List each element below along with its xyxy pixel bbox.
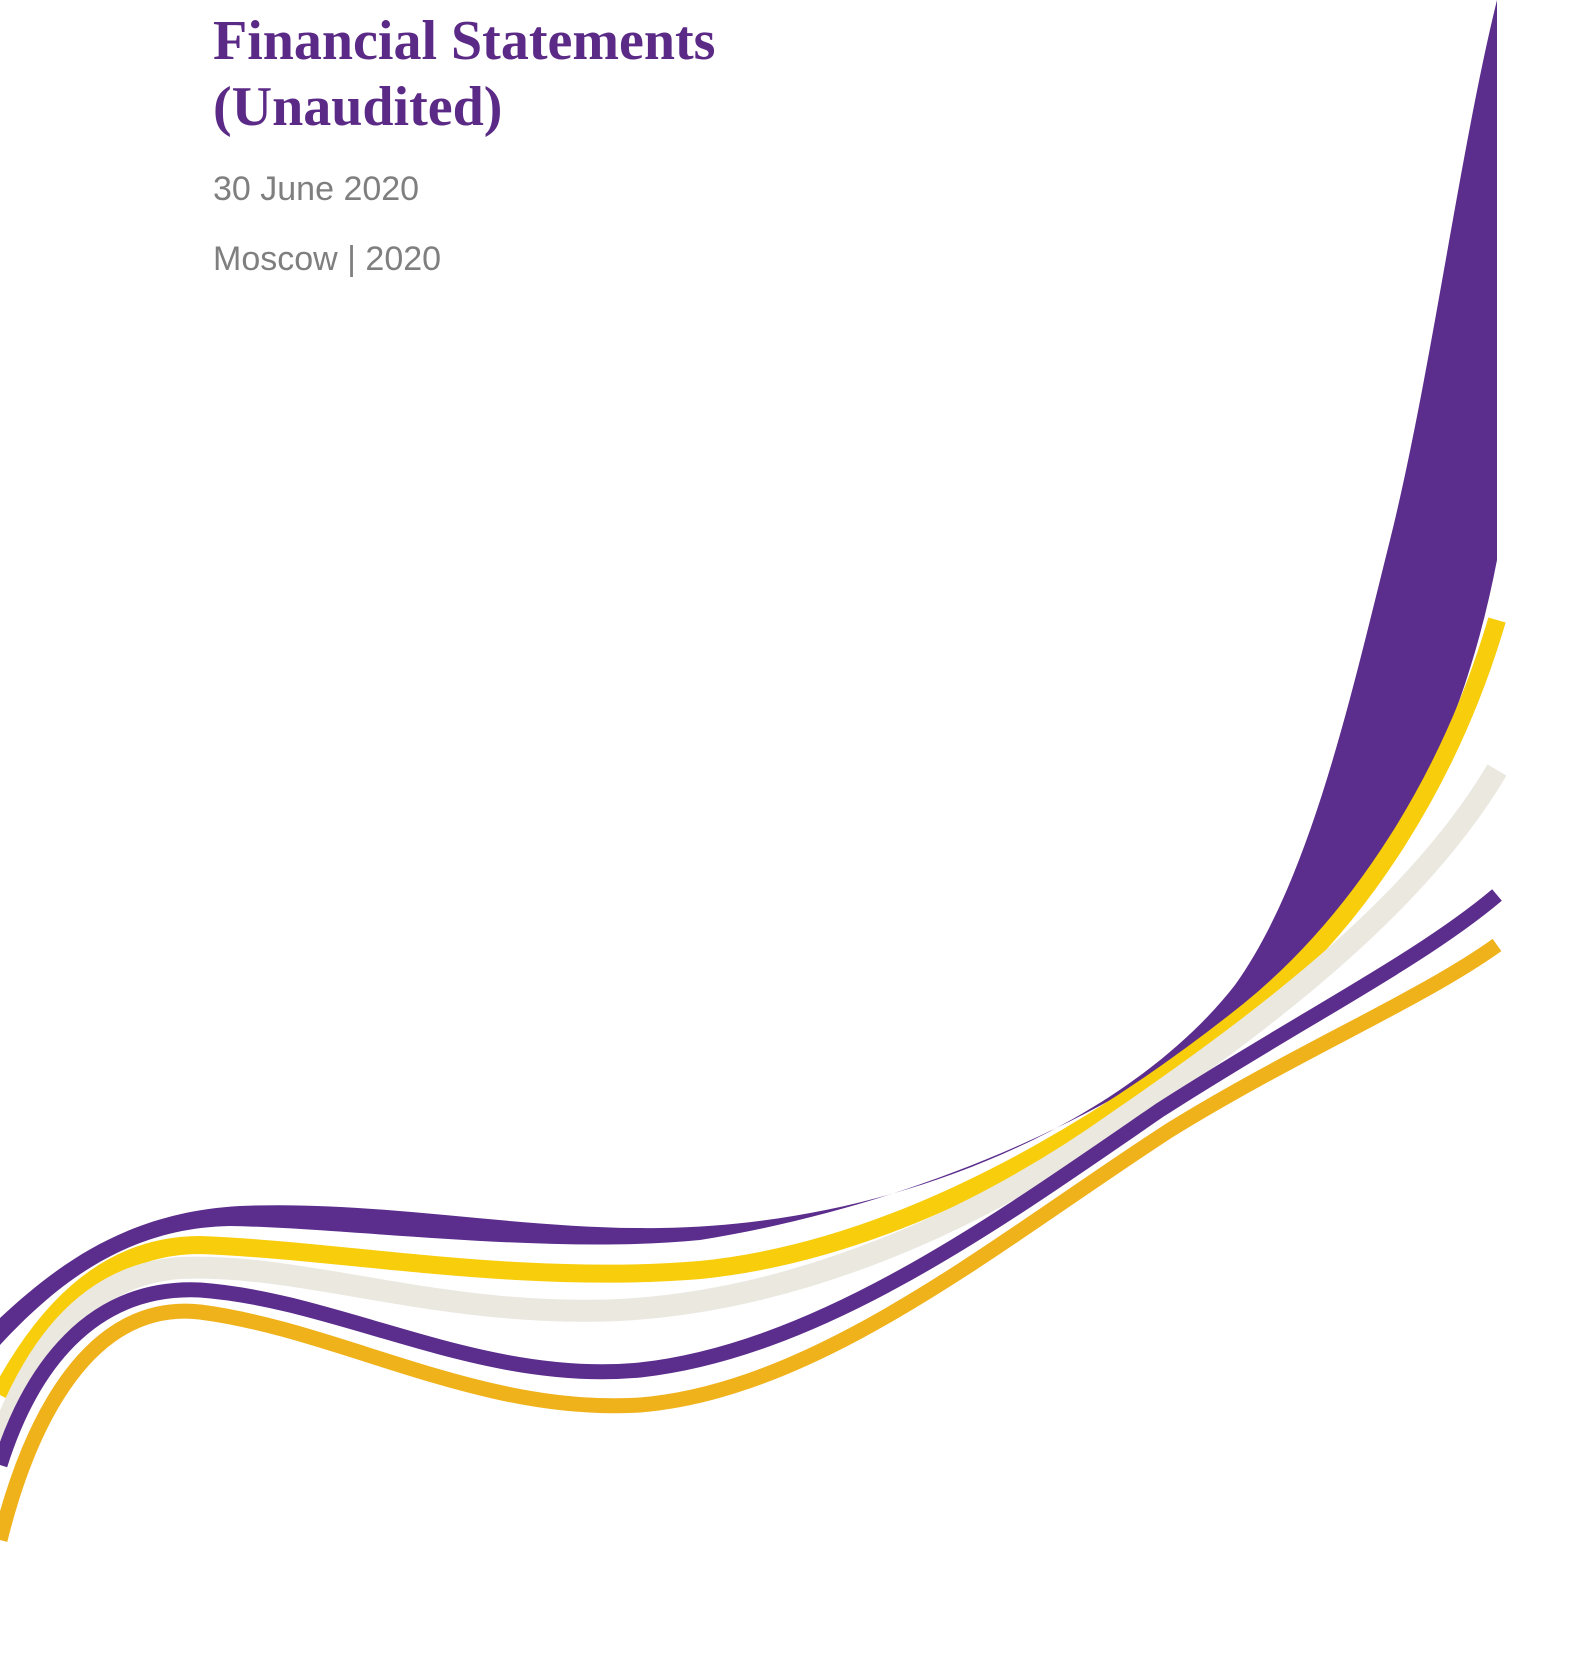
cover-page: Financial Statements (Unaudited) 30 June… (0, 0, 1588, 1663)
location: Moscow | 2020 (213, 240, 441, 279)
date: 30 June 2020 (213, 170, 419, 209)
title: Financial Statements (Unaudited) (213, 8, 715, 140)
title-line: Financial Statements (213, 8, 715, 74)
title-line: (Unaudited) (213, 74, 715, 140)
page: Financial Statements {"header": {"title_… (0, 0, 1588, 1663)
